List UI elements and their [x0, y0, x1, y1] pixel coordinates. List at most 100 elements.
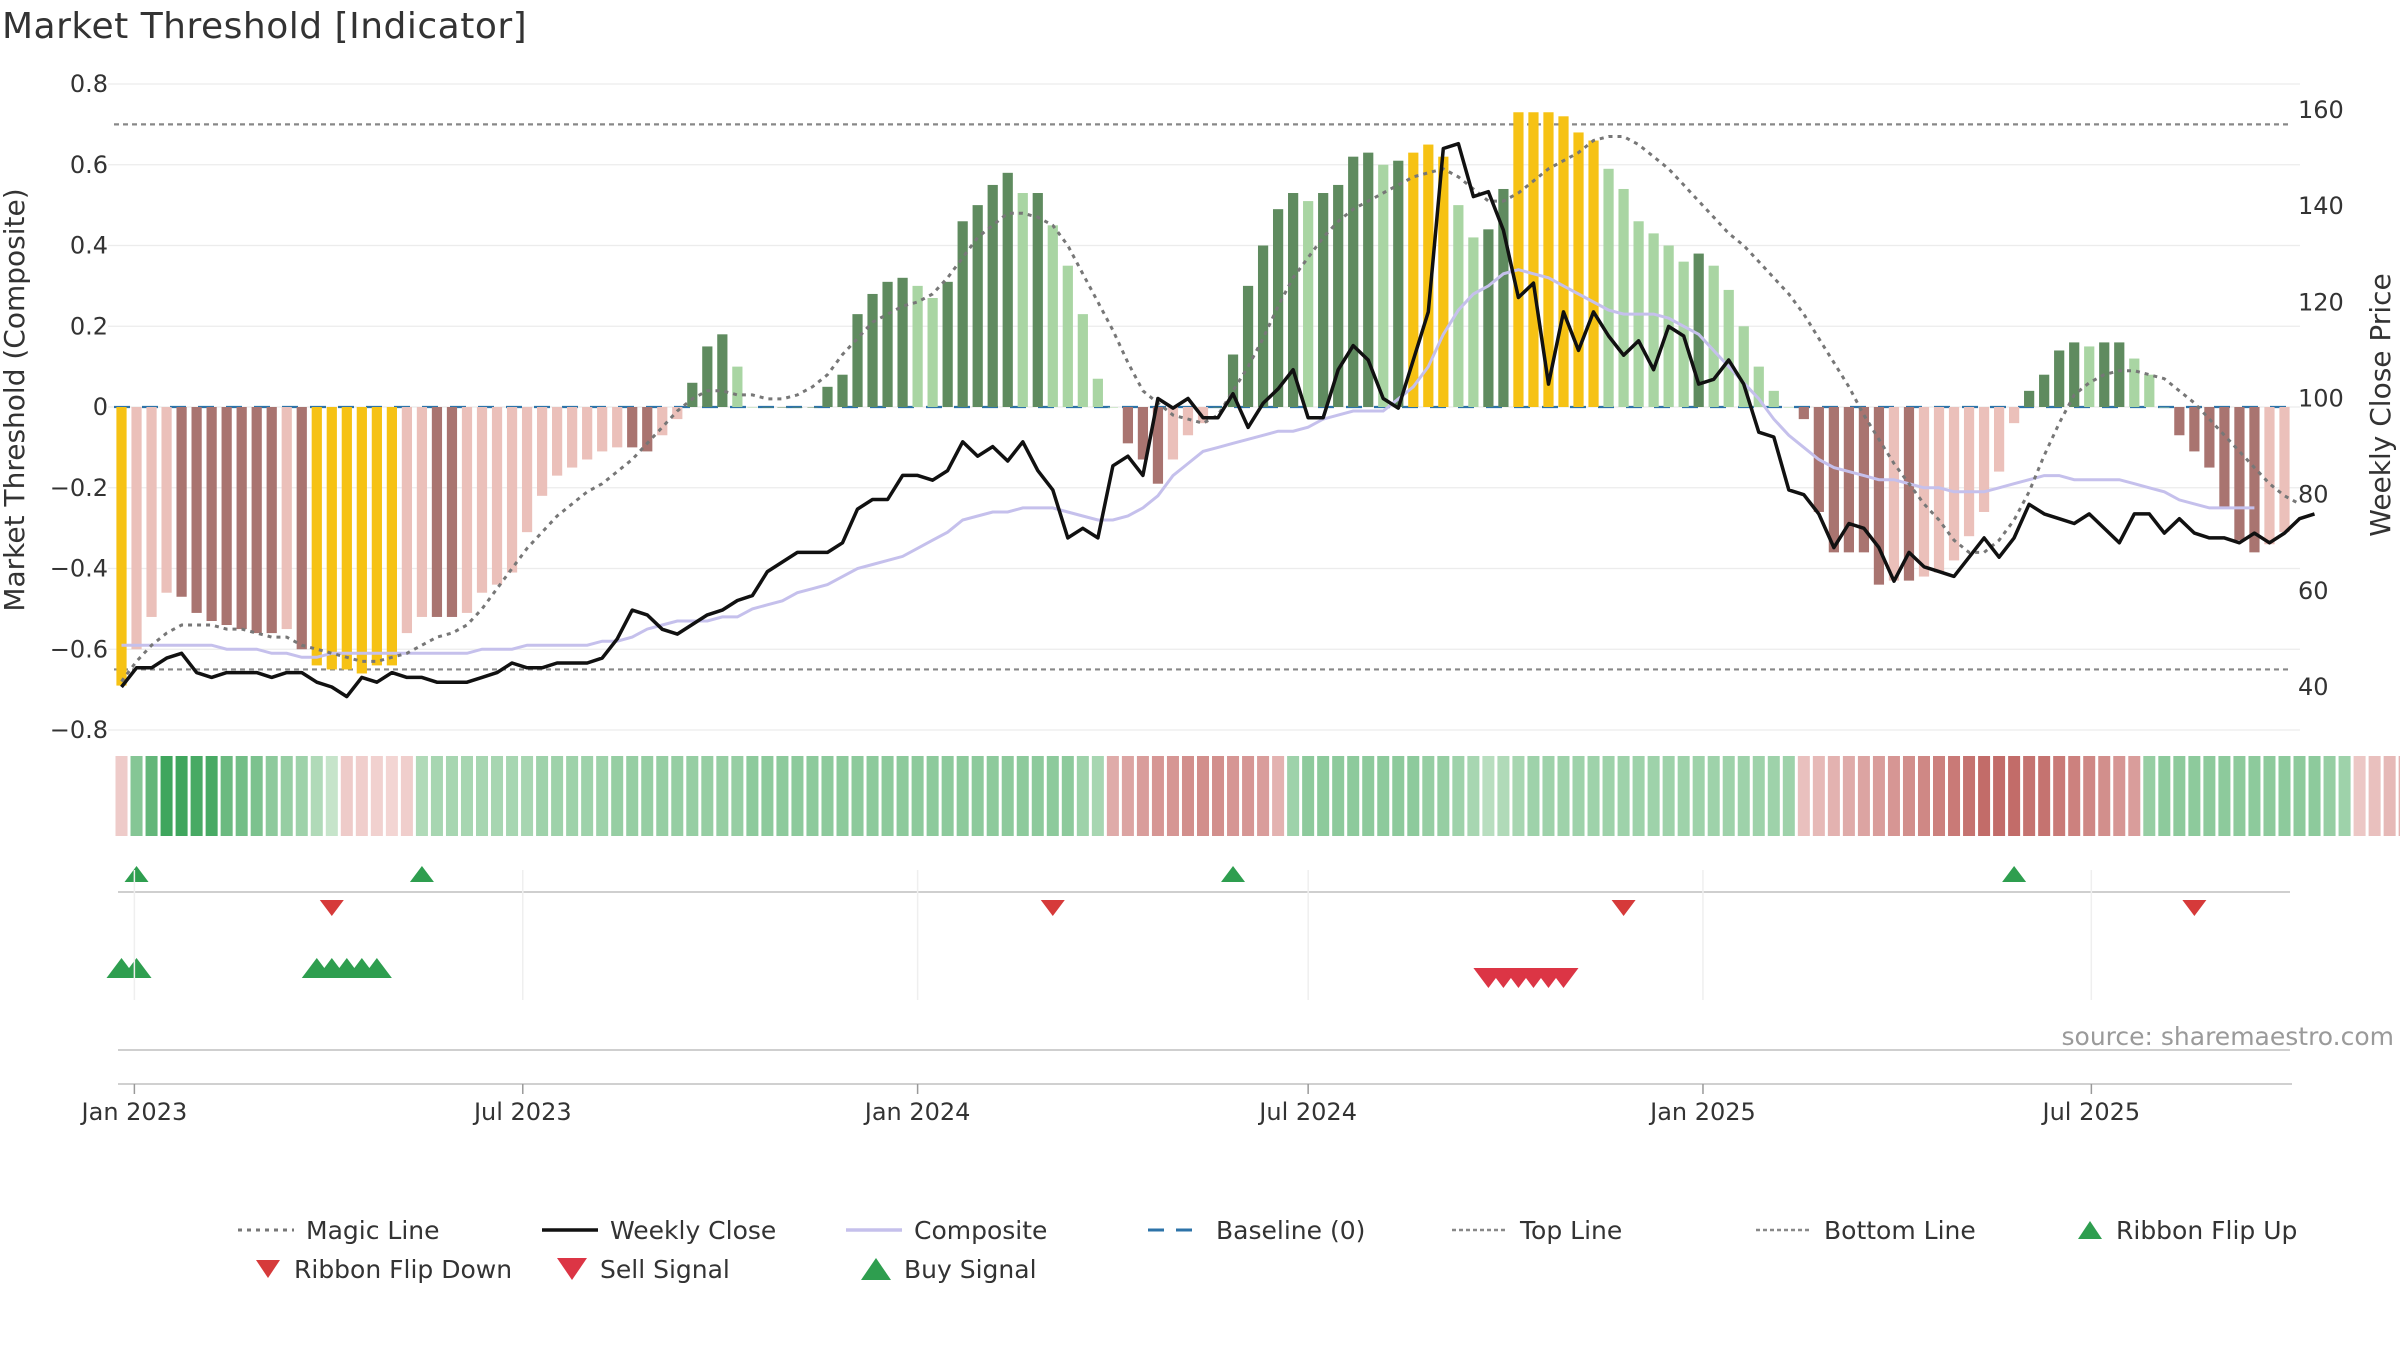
composite-bar	[1288, 193, 1299, 407]
ribbon-cell	[1257, 756, 1270, 836]
legend-item-bottom-line: Bottom Line	[1756, 1212, 1976, 1248]
composite-bar	[1107, 407, 1118, 408]
ribbon-cell	[506, 756, 519, 836]
legend-label: Weekly Close	[610, 1215, 777, 1245]
y-tick-label: −0.6	[50, 635, 108, 663]
ribbon-cell	[1407, 756, 1420, 836]
ribbon-cell	[1392, 756, 1405, 836]
composite-bar	[657, 407, 668, 436]
ribbon-cell	[1887, 756, 1900, 836]
y-axis-label-right: Weekly Close Price	[2364, 273, 2397, 536]
x-tick-label: Jan 2024	[863, 1098, 971, 1126]
ribbon-cell	[1061, 756, 1074, 836]
ribbon-cell	[1317, 756, 1330, 836]
composite-bar	[702, 346, 713, 407]
composite-line	[121, 268, 2255, 659]
ribbon-cell	[1587, 756, 1600, 836]
ribbon-cell	[746, 756, 759, 836]
legend-label: Buy Signal	[904, 1254, 1037, 1284]
composite-bar	[1122, 407, 1134, 444]
composite-bar	[1948, 407, 1960, 561]
ribbon-cell	[2233, 756, 2246, 836]
y2-tick-label: 160	[2298, 96, 2344, 124]
x-tick-label: Jul 2025	[2041, 1098, 2141, 1126]
ribbon-cell	[1572, 756, 1585, 836]
composite-bar	[1242, 285, 1254, 407]
composite-bar	[2219, 407, 2230, 508]
ribbon-cell	[2248, 756, 2261, 836]
composite-bar	[1798, 407, 1809, 420]
composite-bar	[582, 407, 593, 460]
ribbon-cell	[295, 756, 308, 836]
composite-bar	[116, 407, 127, 686]
ribbon-cell	[1196, 756, 1210, 836]
ribbon-cell	[2218, 756, 2231, 836]
ribbon-cell	[941, 756, 954, 836]
ribbon-cell	[1842, 756, 1855, 836]
ribbon-cell	[1227, 756, 1240, 836]
composite-bar	[1603, 168, 1614, 407]
y-tick-label: 0.8	[70, 70, 108, 98]
ribbon-cell	[310, 756, 323, 836]
composite-bar	[1528, 112, 1539, 407]
ribbon-cell	[2098, 756, 2111, 836]
legend-item-sell-signal: Sell Signal	[556, 1251, 730, 1287]
composite-bar	[1768, 390, 1779, 407]
composite-bar	[1843, 407, 1854, 553]
composite-bar	[1077, 314, 1088, 407]
ribbon-cell	[2143, 756, 2156, 836]
composite-bar	[2249, 407, 2260, 553]
chart-title: Market Threshold [Indicator]	[2, 6, 528, 47]
ribbon-cell	[250, 756, 263, 836]
composite-bar	[1993, 407, 2005, 472]
composite-bar	[1693, 253, 1704, 407]
composite-bar	[1393, 160, 1404, 407]
composite-bar	[2054, 350, 2065, 407]
ribbon-cell	[566, 756, 579, 836]
composite-bar	[1738, 326, 1749, 407]
composite-bar	[1888, 407, 1900, 581]
composite-bar	[1363, 152, 1374, 407]
ribbon-cell	[115, 756, 128, 836]
ribbon-cell	[325, 756, 338, 836]
composite-bar	[1783, 407, 1794, 408]
composite-bar	[672, 407, 683, 420]
ribbon-flip-down-marker	[1040, 900, 1065, 916]
legend-label: Composite	[914, 1215, 1048, 1245]
ribbon-cell	[280, 756, 293, 836]
composite-bar	[762, 407, 773, 408]
composite-bar	[1963, 407, 1975, 537]
ribbon-cell	[2113, 756, 2126, 836]
ribbon-cell	[671, 756, 684, 836]
composite-bar	[957, 221, 968, 407]
composite-bar	[1858, 407, 1870, 553]
ribbon-cell	[1617, 756, 1630, 836]
ribbon-cell	[1001, 756, 1014, 836]
composite-bar	[597, 407, 608, 452]
composite-bar	[341, 407, 352, 670]
ribbon-cell	[686, 756, 699, 836]
composite-bar	[2024, 390, 2035, 407]
ribbon-cell	[971, 756, 984, 836]
ribbon-cell	[656, 756, 669, 836]
triangle-up-icon	[2078, 1221, 2102, 1239]
ribbon-cell	[896, 756, 909, 836]
ribbon-cell	[626, 756, 639, 836]
ribbon-cell	[1347, 756, 1360, 836]
composite-bar	[131, 407, 142, 650]
composite-bar	[2039, 374, 2050, 407]
composite-bar	[792, 407, 803, 408]
composite-bar	[1918, 407, 1930, 577]
composite-bar	[972, 205, 983, 407]
ribbon-cell	[866, 756, 879, 836]
composite-bars	[116, 112, 2290, 686]
ribbon-cell	[1707, 756, 1720, 836]
composite-bar	[1618, 188, 1629, 407]
composite-bar	[1483, 229, 1494, 407]
composite-bar	[1753, 366, 1764, 407]
ribbon-cell	[551, 756, 564, 836]
composite-bar	[687, 382, 698, 407]
baseline-swatch	[1148, 1228, 1204, 1232]
buy-signal-marker	[121, 958, 152, 978]
ribbon-cell	[370, 756, 383, 836]
